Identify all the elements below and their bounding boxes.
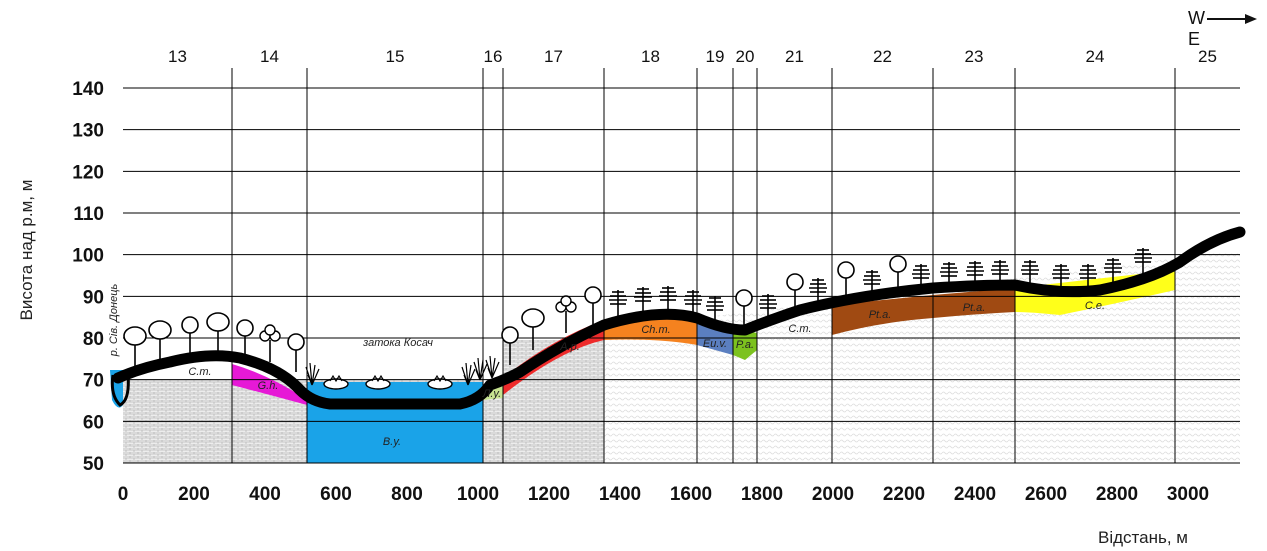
x-tick-label: 1400 [599, 484, 641, 505]
y-tick-label: 140 [72, 79, 104, 100]
section-number: 20 [736, 47, 755, 66]
bay-label: затока Косач [362, 337, 433, 349]
section-number: 21 [785, 47, 804, 66]
section-number: 25 [1198, 47, 1217, 66]
y-tick-label: 130 [72, 121, 104, 142]
label-ly: Л.у. [482, 388, 501, 400]
zone-pa [733, 328, 757, 360]
y-tick-label: 90 [83, 287, 104, 308]
y-tick-label: 110 [73, 204, 104, 225]
section-number: 23 [965, 47, 984, 66]
label-ct-left: C.m. [188, 366, 211, 378]
zone-gh [232, 364, 307, 405]
x-axis-ticks: 0 200 400 600 800 1000 1200 1400 1600 1800 2000 220… [118, 484, 1209, 505]
compass-east: E [1188, 29, 1201, 49]
section-number: 14 [260, 47, 279, 66]
label-pa: P.a. [736, 339, 754, 351]
ground-surface-line [112, 226, 1246, 410]
label-ap: A.p. [559, 341, 580, 353]
section-number: 16 [484, 47, 503, 66]
zone-pta-1 [832, 295, 933, 335]
y-tick-label: 70 [83, 371, 104, 392]
x-axis-label: Відстань, м [1098, 528, 1188, 547]
y-axis-ticks: 140 130 120 110 100 90 80 70 60 50 [72, 79, 104, 475]
x-tick-label: 600 [320, 484, 352, 505]
label-euv: Eu.v. [703, 338, 727, 350]
section-number: 18 [641, 47, 660, 66]
section-number: 24 [1086, 47, 1105, 66]
x-tick-label: 2800 [1096, 484, 1138, 505]
x-tick-label: 1000 [457, 484, 499, 505]
section-numbers: 13 14 15 16 17 18 19 20 21 22 23 24 25 [168, 47, 1217, 66]
river-bed [110, 374, 130, 407]
arrow-right-icon [1205, 14, 1257, 25]
zone-by [307, 382, 483, 463]
x-tick-label: 2200 [883, 484, 925, 505]
label-pta-2: Pt.a. [963, 302, 986, 314]
compass-west: W [1188, 8, 1205, 28]
compass-west-east: WE [1188, 8, 1267, 50]
x-tick-label: 1600 [670, 484, 712, 505]
label-pta-1: Pt.a. [869, 309, 892, 321]
label-by: B.y. [383, 436, 401, 448]
x-tick-label: 2000 [812, 484, 854, 505]
x-tick-label: 200 [178, 484, 210, 505]
label-chm: Ch.m. [641, 324, 670, 336]
x-tick-label: 3000 [1167, 484, 1209, 505]
river-label: р. Сів. Донець [108, 284, 120, 358]
grid [123, 68, 1240, 464]
substrate-ly [483, 395, 503, 463]
y-axis-label: Висота над р.м, м [17, 179, 36, 321]
x-tick-label: 1800 [741, 484, 783, 505]
section-number: 13 [168, 47, 187, 66]
y-tick-label: 120 [72, 162, 104, 183]
label-ct-right: C.m. [788, 323, 811, 335]
y-tick-label: 50 [83, 454, 104, 475]
section-number: 17 [544, 47, 563, 66]
x-tick-label: 0 [118, 484, 129, 505]
label-ce: C.e. [1085, 300, 1105, 312]
x-tick-label: 400 [249, 484, 281, 505]
section-number: 19 [706, 47, 725, 66]
label-gh: G.h. [258, 380, 279, 392]
y-tick-label: 80 [83, 329, 104, 350]
x-tick-label: 2600 [1025, 484, 1067, 505]
y-tick-label: 60 [83, 412, 104, 433]
section-number: 22 [873, 47, 892, 66]
section-number: 15 [386, 47, 405, 66]
x-tick-label: 800 [391, 484, 423, 505]
zone-pta-2 [933, 288, 1015, 318]
y-tick-label: 100 [72, 246, 104, 267]
x-tick-label: 1200 [528, 484, 570, 505]
x-tick-label: 2400 [954, 484, 996, 505]
